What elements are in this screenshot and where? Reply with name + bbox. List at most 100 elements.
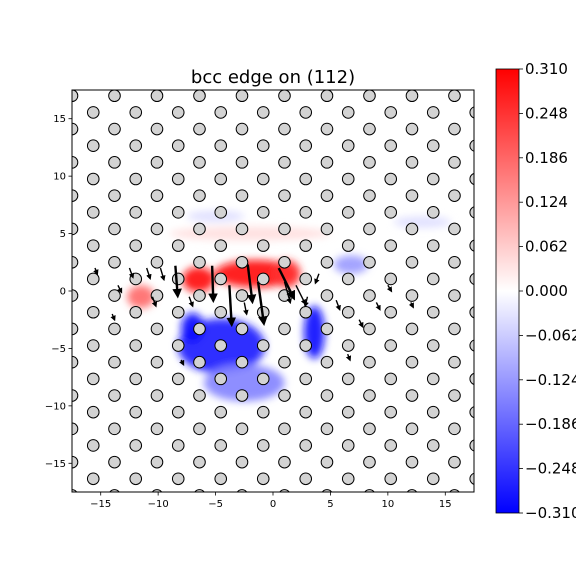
atom xyxy=(193,389,206,402)
atom xyxy=(448,389,461,402)
atom xyxy=(108,255,121,269)
atom xyxy=(86,239,100,252)
atom xyxy=(384,472,398,486)
atom xyxy=(235,90,249,103)
atom xyxy=(108,189,121,202)
displacement-arrow xyxy=(208,265,218,304)
atom xyxy=(363,122,376,136)
atom xyxy=(363,156,376,169)
y-tick-label: 10 xyxy=(53,172,66,183)
atom xyxy=(320,389,334,402)
atom xyxy=(256,405,270,419)
field-region xyxy=(273,259,301,288)
atom xyxy=(150,122,164,136)
atom xyxy=(150,422,164,436)
atom xyxy=(150,389,164,402)
atom xyxy=(129,172,143,186)
atom xyxy=(299,206,313,219)
atom xyxy=(426,405,440,419)
x-tick-label: −5 xyxy=(208,499,223,510)
atom xyxy=(171,206,185,219)
atom xyxy=(108,222,121,236)
atom xyxy=(320,156,334,169)
atom xyxy=(86,272,100,286)
atom xyxy=(469,206,474,219)
atom xyxy=(129,405,143,419)
atom xyxy=(279,489,290,492)
atom xyxy=(278,455,291,469)
atom xyxy=(235,289,249,302)
colorbar-tick-label: −0.124 xyxy=(525,371,576,389)
displacement-arrow xyxy=(151,296,158,308)
y-tick-label: 0 xyxy=(60,287,66,298)
atom xyxy=(405,289,419,302)
atom xyxy=(384,239,398,252)
atom xyxy=(299,139,313,153)
atom xyxy=(363,389,376,402)
atom xyxy=(278,322,291,336)
atom xyxy=(426,305,440,319)
chart-title: bcc edge on (112) xyxy=(191,67,355,88)
atom xyxy=(129,239,143,252)
atom xyxy=(405,90,419,103)
atom xyxy=(171,172,185,186)
atom xyxy=(72,156,79,169)
atom xyxy=(256,472,270,486)
x-axis: −15 −10 −5 0 5 10 15 xyxy=(90,492,452,510)
atom xyxy=(235,389,249,402)
atom xyxy=(150,90,164,103)
atom xyxy=(171,305,185,319)
atom xyxy=(363,322,376,336)
atom xyxy=(469,239,474,252)
atom xyxy=(426,172,440,186)
y-tick-label: 5 xyxy=(60,229,66,240)
atom xyxy=(72,90,79,103)
colorbar-tick-label: −0.062 xyxy=(525,326,576,344)
displacement-arrow xyxy=(358,319,364,329)
atom xyxy=(86,206,100,219)
field-region xyxy=(181,312,205,343)
colorbar-tick-label: −0.310 xyxy=(525,504,576,522)
field-region xyxy=(127,285,155,309)
atom xyxy=(278,389,291,402)
displacement-arrow xyxy=(188,296,194,308)
atom xyxy=(469,406,474,419)
atom xyxy=(171,439,185,452)
atom xyxy=(72,322,79,336)
atom xyxy=(256,272,270,286)
atom xyxy=(405,222,419,236)
atom xyxy=(108,322,121,336)
atom xyxy=(320,455,334,469)
atom xyxy=(384,172,398,186)
atom xyxy=(171,139,185,153)
atom xyxy=(193,322,206,336)
atom xyxy=(320,322,334,336)
atom xyxy=(214,206,228,219)
atom xyxy=(448,90,461,103)
y-tick-label: 15 xyxy=(53,114,66,125)
atom xyxy=(384,272,398,286)
atom xyxy=(72,489,78,492)
atom xyxy=(448,322,461,336)
atom xyxy=(341,305,355,319)
x-tick-label: 10 xyxy=(381,499,394,510)
y-tick-label: −5 xyxy=(51,344,66,355)
atom xyxy=(384,439,398,452)
atom xyxy=(72,389,79,402)
atom xyxy=(214,239,228,252)
atom xyxy=(256,439,270,452)
atom xyxy=(469,372,474,385)
atom xyxy=(341,472,355,486)
atom xyxy=(108,355,121,369)
atom xyxy=(363,90,376,103)
atom xyxy=(341,372,355,386)
atom xyxy=(469,272,474,285)
x-tick-label: 15 xyxy=(439,499,452,510)
atom xyxy=(72,255,79,269)
atom xyxy=(150,255,164,269)
atom xyxy=(72,455,79,469)
atom xyxy=(235,255,249,269)
displacement-arrow xyxy=(256,281,268,327)
atom xyxy=(214,405,228,419)
displacement-arrow xyxy=(295,284,306,306)
